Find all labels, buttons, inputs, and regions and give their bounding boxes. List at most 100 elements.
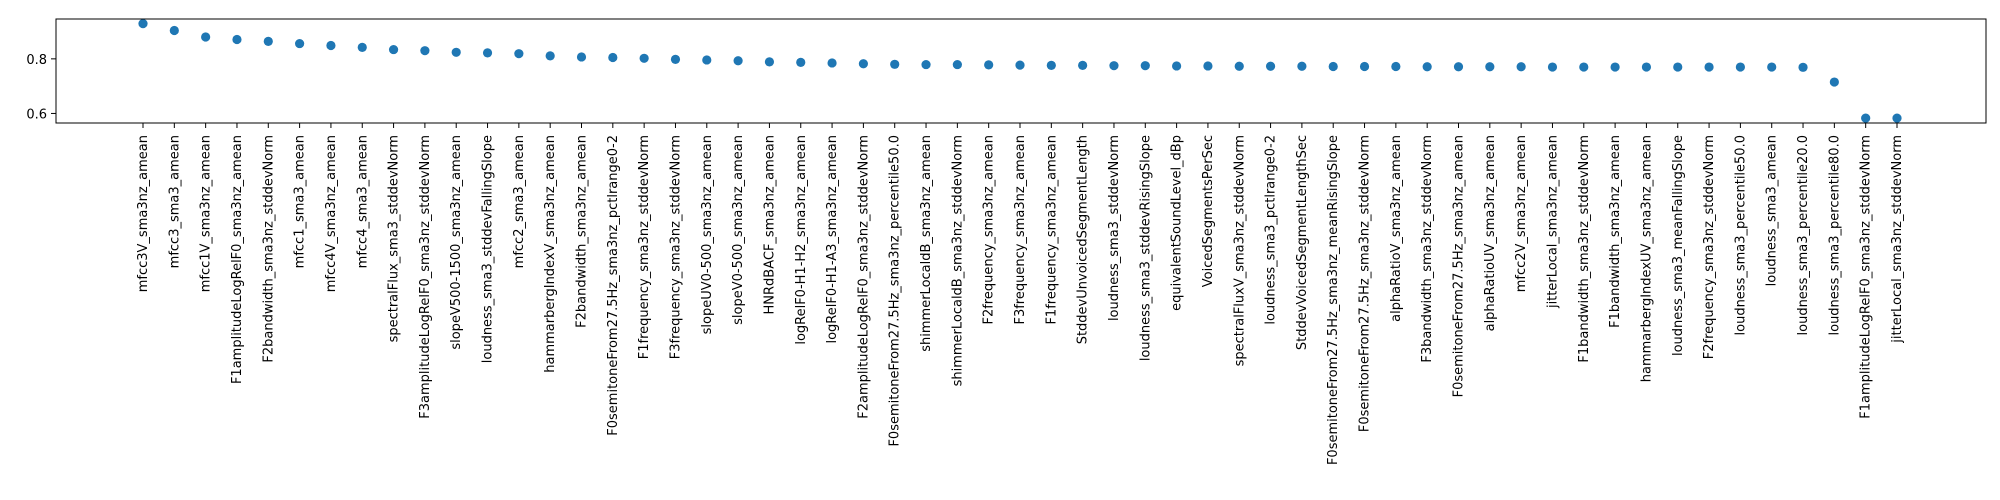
- data-point: [1234, 61, 1244, 71]
- data-point: [545, 51, 555, 61]
- data-point: [201, 32, 211, 42]
- y-tick-label: 0.6: [26, 107, 47, 122]
- x-tick-label: F1bandwidth_sma3nz_stddevNorm: [1577, 135, 1592, 363]
- data-point: [1422, 62, 1432, 72]
- data-point: [1046, 60, 1056, 71]
- x-tick-label: jitterLocal_sma3nz_stddevNorm: [1890, 135, 1905, 344]
- plot-area-frame: [55, 18, 1987, 124]
- x-tick-label: F1bandwidth_sma3nz_amean: [1608, 135, 1623, 328]
- x-tick-label: mfcc2_sma3_amean: [512, 135, 527, 268]
- x-tick-label: spectralFlux_sma3_stddevNorm: [387, 135, 402, 342]
- data-point: [921, 59, 931, 70]
- x-tick-label: F0semitoneFrom27.5Hz_sma3nz_meanRisingSl…: [1326, 135, 1341, 465]
- x-tick-label: equivalentSoundLevel_dBp: [1170, 135, 1185, 311]
- x-tick-label: F1frequency_sma3nz_amean: [1044, 135, 1059, 325]
- x-tick-label: mfcc1_sma3_amean: [293, 135, 308, 268]
- data-point: [1328, 61, 1338, 72]
- x-tick-label: mfcc4V_sma3nz_amean: [324, 135, 339, 292]
- x-tick-label: F2frequency_sma3nz_stddevNorm: [1702, 135, 1717, 359]
- x-tick-label: F3amplitudeLogRelF0_sma3nz_stddevNorm: [418, 135, 433, 419]
- data-point: [796, 57, 806, 68]
- x-tick-label: loudness_sma3_stddevNorm: [1107, 135, 1122, 321]
- x-tick-label: loudness_sma3_percentile80.0: [1827, 135, 1842, 335]
- data-point: [451, 47, 461, 57]
- data-point: [1485, 62, 1495, 72]
- data-point: [357, 42, 367, 52]
- x-tick-label: loudness_sma3_pctlrange0-2: [1264, 135, 1279, 325]
- x-tick-label: logRelF0-H1-A3_sma3nz_amean: [825, 135, 840, 344]
- data-point: [952, 59, 962, 70]
- data-point: [1861, 113, 1871, 123]
- data-point: [702, 55, 712, 65]
- x-tick-label: slopeV500-1500_sma3nz_amean: [449, 135, 464, 350]
- data-point: [326, 40, 336, 51]
- x-tick-label: logRelF0-H1-H2_sma3nz_amean: [794, 135, 809, 345]
- x-tick-label: loudness_sma3_stddevFallingSlope: [481, 135, 496, 363]
- data-point: [576, 52, 587, 62]
- data-point: [1078, 60, 1088, 71]
- x-tick-label: loudness_sma3_meanFallingSlope: [1671, 135, 1686, 356]
- data-point: [1453, 62, 1464, 72]
- data-point: [420, 46, 430, 56]
- data-point: [1172, 61, 1182, 71]
- data-point: [984, 60, 994, 70]
- x-tick-label: F2bandwidth_sma3nz_amean: [575, 135, 590, 328]
- data-point: [608, 52, 618, 63]
- data-point: [1547, 62, 1558, 72]
- x-tick-label: F2frequency_sma3nz_amean: [982, 135, 997, 325]
- data-point: [1798, 62, 1808, 72]
- data-point: [1140, 61, 1150, 71]
- data-point: [1015, 60, 1025, 70]
- x-tick-label: shimmerLocaldB_sma3nz_stddevNorm: [950, 135, 965, 386]
- data-point: [827, 58, 837, 68]
- data-point: [858, 59, 868, 69]
- data-point: [1641, 62, 1652, 72]
- data-point: [1391, 61, 1401, 72]
- data-point: [1892, 113, 1902, 123]
- data-point: [295, 38, 305, 49]
- x-tick-label: F1amplitudeLogRelF0_sma3nz_amean: [230, 135, 245, 384]
- data-point: [388, 44, 399, 55]
- x-tick-label: F0semitoneFrom27.5Hz_sma3nz_amean: [1452, 135, 1467, 397]
- data-point: [1610, 62, 1620, 72]
- data-point: [1735, 62, 1745, 72]
- data-point: [764, 57, 775, 67]
- data-point: [670, 54, 681, 64]
- x-tick-label: F0semitoneFrom27.5Hz_sma3nz_percentile50…: [888, 135, 903, 447]
- x-tick-label: loudness_sma3_amean: [1765, 135, 1780, 286]
- x-tick-label: F2bandwidth_sma3nz_stddevNorm: [261, 135, 276, 363]
- data-point: [1516, 62, 1526, 72]
- data-point: [733, 56, 743, 66]
- x-tick-label: slopeUV0-500_sma3nz_amean: [700, 135, 715, 334]
- data-point: [1704, 62, 1714, 72]
- data-point: [1265, 61, 1276, 71]
- x-tick-label: HNRdBACF_sma3nz_amean: [762, 135, 777, 315]
- data-point: [1767, 62, 1777, 72]
- x-tick-label: F1frequency_sma3nz_stddevNorm: [637, 135, 652, 359]
- data-points: [138, 19, 1902, 123]
- x-tick-label: loudness_sma3_stddevRisingSlope: [1138, 135, 1153, 361]
- x-tick-label: alphaRatioV_sma3nz_amean: [1389, 135, 1404, 322]
- data-point: [1673, 62, 1683, 72]
- data-point: [138, 19, 148, 29]
- data-point: [263, 36, 273, 46]
- x-tick-label: F2amplitudeLogRelF0_sma3nz_stddevNorm: [856, 135, 871, 419]
- data-point: [1109, 61, 1119, 71]
- data-point: [1359, 61, 1370, 72]
- data-point: [890, 59, 900, 69]
- x-tick-label: F0semitoneFrom27.5Hz_sma3nz_pctlrange0-2: [606, 135, 621, 436]
- x-tick-label: VoicedSegmentsPerSec: [1201, 135, 1216, 287]
- data-point: [1297, 61, 1307, 71]
- y-axis-ticks: 0.6 0.8: [26, 53, 56, 122]
- x-tick-label: mfcc1V_sma3nz_amean: [199, 135, 214, 292]
- x-tick-label: F0semitoneFrom27.5Hz_sma3nz_stddevNorm: [1358, 135, 1373, 432]
- x-tick-label: loudness_sma3_percentile20.0: [1796, 135, 1811, 335]
- x-tick-label: mfcc3_sma3_amean: [167, 135, 182, 268]
- x-tick-label: slopeV0-500_sma3nz_amean: [731, 135, 746, 325]
- x-tick-label: alphaRatioUV_sma3nz_amean: [1483, 135, 1498, 331]
- y-tick-label: 0.8: [26, 53, 47, 68]
- x-tick-label: StddevVoicedSegmentLengthSec: [1295, 135, 1310, 350]
- data-point: [1579, 62, 1589, 72]
- data-point: [482, 48, 493, 58]
